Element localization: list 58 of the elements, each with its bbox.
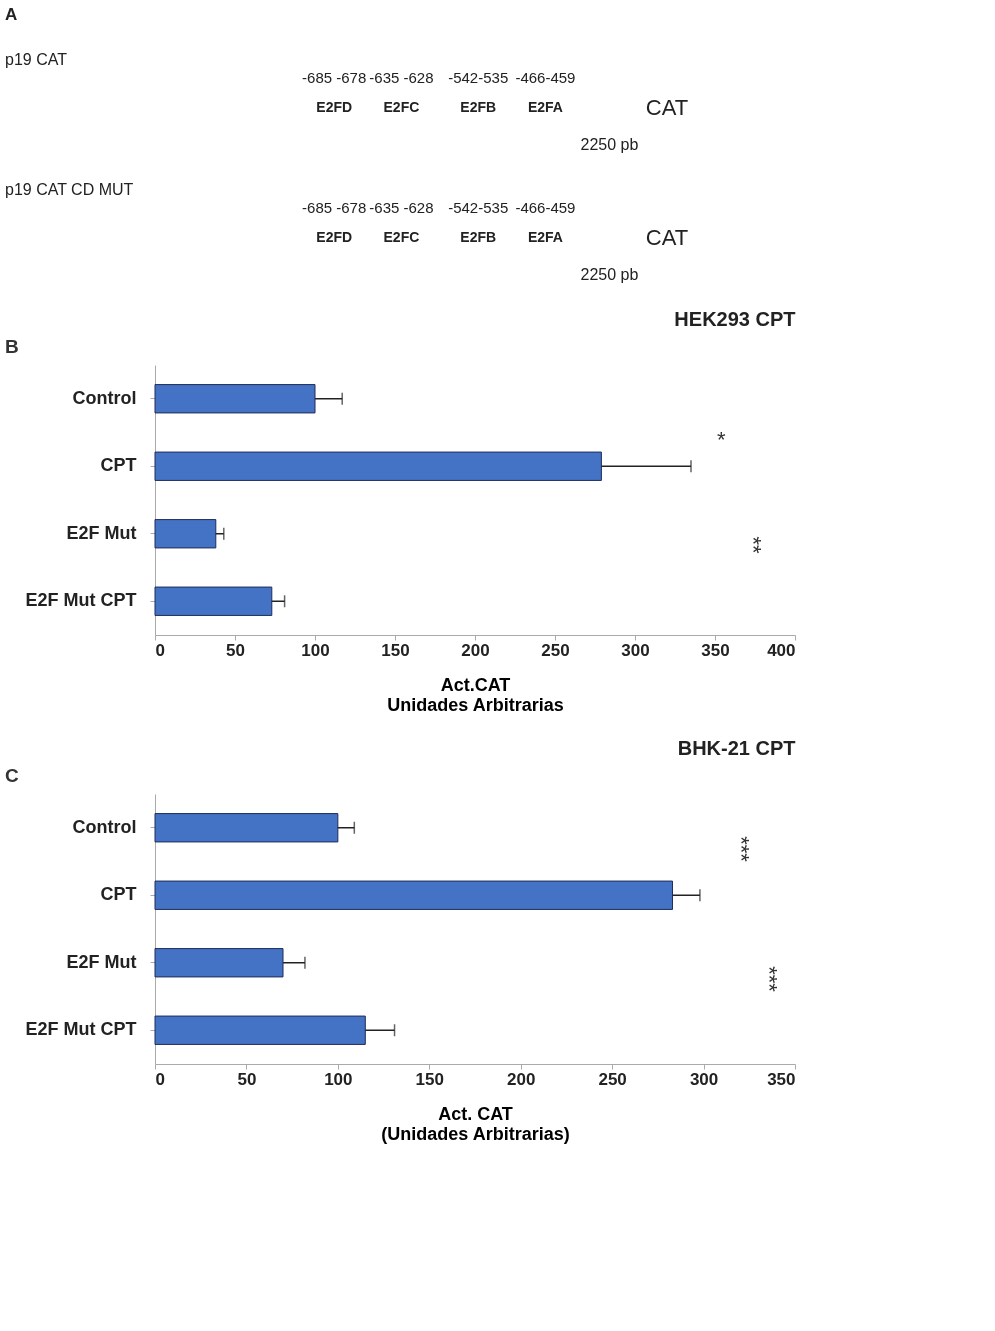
x-tick-label: 50 [237, 1069, 257, 1089]
y-tick-label: E2F Mut [66, 522, 137, 543]
x-tick-label: 100 [301, 640, 330, 660]
text: A [5, 5, 18, 24]
annotation: *** [728, 836, 754, 863]
y-tick-label: Control [72, 816, 137, 837]
text: E2FA [527, 99, 563, 115]
y-tick-label: E2F Mut CPT [25, 1019, 137, 1040]
x-tick-label: 300 [689, 1069, 719, 1089]
x-tick-label: 150 [381, 640, 410, 660]
y-tick-label: CPT [100, 884, 137, 905]
text: C [5, 765, 19, 786]
text: 2250 pb [580, 266, 639, 283]
y-tick-label: Control [72, 387, 137, 408]
x-tick-label: 400 [767, 640, 796, 660]
x-tick-label: 0 [155, 640, 165, 660]
text: CAT [645, 225, 689, 250]
x-tick-label: 150 [415, 1069, 444, 1089]
annotation: *** [757, 966, 783, 993]
text: E2FC [383, 99, 420, 115]
text: -635 -628 [369, 69, 434, 86]
x-tick-label: 250 [598, 1069, 627, 1089]
y-tick-label: E2F Mut CPT [25, 590, 137, 611]
x-tick-label: 100 [324, 1069, 353, 1089]
x-axis-title: Act.CAT Unidades Arbitrarias [387, 674, 564, 715]
text: E2FB [460, 99, 497, 115]
annotation: ** [741, 536, 767, 554]
text: E2FB [460, 229, 497, 245]
text: 2250 pb [580, 136, 639, 153]
text: -685 -678 [302, 69, 367, 86]
y-tick-label: CPT [100, 455, 137, 476]
text: E2FC [383, 229, 420, 245]
text: -635 -628 [369, 199, 434, 216]
text: -466-459 [515, 199, 576, 216]
text: -466-459 [515, 69, 576, 86]
x-tick-label: 250 [541, 640, 570, 660]
x-tick-label: 350 [701, 640, 730, 660]
text: -685 -678 [302, 199, 367, 216]
x-tick-label: 300 [621, 640, 650, 660]
x-tick-label: 350 [767, 1069, 796, 1089]
x-tick-label: 200 [461, 640, 490, 660]
text: p19 CAT [5, 51, 68, 68]
chart-title: BHK-21 CPT [677, 737, 796, 759]
y-tick-label: E2F Mut [66, 951, 137, 972]
x-tick-label: 200 [507, 1069, 536, 1089]
text: -542-535 [448, 69, 509, 86]
x-axis-title: Act. CAT (Unidades Arbitrarias) [381, 1103, 570, 1144]
text: p19 CAT CD MUT [5, 181, 134, 198]
text: E2FD [316, 229, 353, 245]
x-tick-label: 0 [155, 1069, 165, 1089]
x-tick-label: 50 [226, 640, 245, 660]
text: -542-535 [448, 199, 509, 216]
text: CAT [645, 95, 689, 120]
chart-title: HEK293 CPT [674, 308, 796, 330]
annotation: * [717, 427, 727, 452]
text: E2FA [527, 229, 563, 245]
text: B [5, 336, 19, 357]
text: E2FD [316, 99, 353, 115]
